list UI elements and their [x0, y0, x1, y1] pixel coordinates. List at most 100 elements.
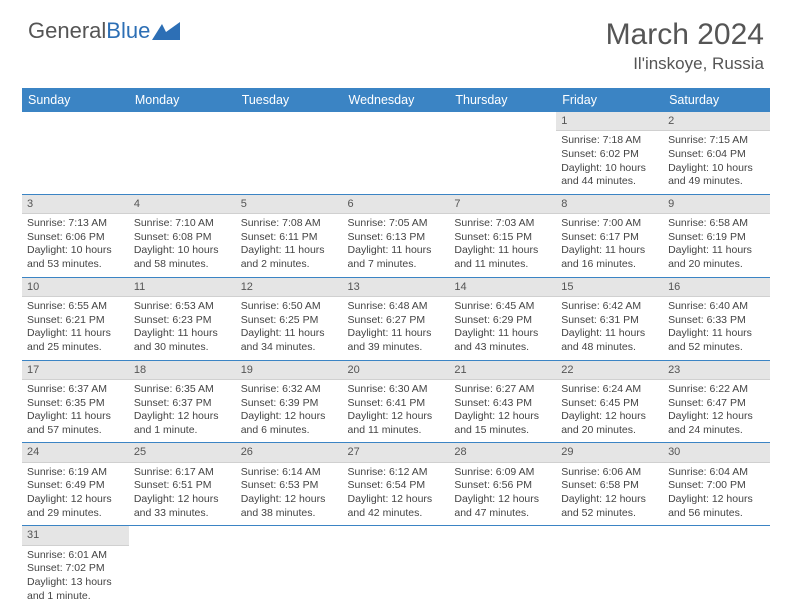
day-number: 25 — [129, 443, 236, 462]
sunset-text: Sunset: 6:41 PM — [348, 397, 445, 411]
calendar-cell — [449, 112, 556, 194]
sunrise-text: Sunrise: 6:19 AM — [27, 466, 124, 480]
day-content: Sunrise: 6:01 AMSunset: 7:02 PMDaylight:… — [22, 546, 129, 609]
sunrise-text: Sunrise: 6:40 AM — [668, 300, 765, 314]
sunrise-text: Sunrise: 6:37 AM — [27, 383, 124, 397]
calendar-cell — [343, 526, 450, 608]
sunrise-text: Sunrise: 6:27 AM — [454, 383, 551, 397]
day-number: 27 — [343, 443, 450, 462]
day-content: Sunrise: 6:37 AMSunset: 6:35 PMDaylight:… — [22, 380, 129, 443]
day-content: Sunrise: 7:03 AMSunset: 6:15 PMDaylight:… — [449, 214, 556, 277]
calendar-cell: 2Sunrise: 7:15 AMSunset: 6:04 PMDaylight… — [663, 112, 770, 194]
day-content: Sunrise: 6:35 AMSunset: 6:37 PMDaylight:… — [129, 380, 236, 443]
calendar-cell: 10Sunrise: 6:55 AMSunset: 6:21 PMDayligh… — [22, 277, 129, 360]
day-content: Sunrise: 7:05 AMSunset: 6:13 PMDaylight:… — [343, 214, 450, 277]
logo-flag-icon — [152, 22, 180, 40]
day-number: 17 — [22, 361, 129, 380]
sunset-text: Sunset: 6:56 PM — [454, 479, 551, 493]
day-number: 26 — [236, 443, 343, 462]
day-number: 29 — [556, 443, 663, 462]
calendar-cell: 25Sunrise: 6:17 AMSunset: 6:51 PMDayligh… — [129, 443, 236, 526]
sunset-text: Sunset: 6:19 PM — [668, 231, 765, 245]
day-number: 20 — [343, 361, 450, 380]
sunset-text: Sunset: 6:21 PM — [27, 314, 124, 328]
calendar-cell: 30Sunrise: 6:04 AMSunset: 7:00 PMDayligh… — [663, 443, 770, 526]
day-number: 21 — [449, 361, 556, 380]
day-content: Sunrise: 6:12 AMSunset: 6:54 PMDaylight:… — [343, 463, 450, 526]
day-content: Sunrise: 6:53 AMSunset: 6:23 PMDaylight:… — [129, 297, 236, 360]
calendar-cell — [22, 112, 129, 194]
calendar-cell: 6Sunrise: 7:05 AMSunset: 6:13 PMDaylight… — [343, 194, 450, 277]
day-content: Sunrise: 6:40 AMSunset: 6:33 PMDaylight:… — [663, 297, 770, 360]
daylight-text: Daylight: 10 hours and 58 minutes. — [134, 244, 231, 271]
sunset-text: Sunset: 6:15 PM — [454, 231, 551, 245]
sunrise-text: Sunrise: 7:08 AM — [241, 217, 338, 231]
header: GeneralBlue March 2024 Il'inskoye, Russi… — [0, 0, 792, 82]
calendar-cell: 22Sunrise: 6:24 AMSunset: 6:45 PMDayligh… — [556, 360, 663, 443]
calendar-cell: 9Sunrise: 6:58 AMSunset: 6:19 PMDaylight… — [663, 194, 770, 277]
calendar-cell: 24Sunrise: 6:19 AMSunset: 6:49 PMDayligh… — [22, 443, 129, 526]
calendar-cell: 23Sunrise: 6:22 AMSunset: 6:47 PMDayligh… — [663, 360, 770, 443]
sunset-text: Sunset: 6:27 PM — [348, 314, 445, 328]
sunrise-text: Sunrise: 7:18 AM — [561, 134, 658, 148]
sunset-text: Sunset: 6:49 PM — [27, 479, 124, 493]
calendar-head: SundayMondayTuesdayWednesdayThursdayFrid… — [22, 88, 770, 112]
calendar-cell — [129, 526, 236, 608]
sunrise-text: Sunrise: 7:05 AM — [348, 217, 445, 231]
daylight-text: Daylight: 12 hours and 42 minutes. — [348, 493, 445, 520]
calendar-cell: 15Sunrise: 6:42 AMSunset: 6:31 PMDayligh… — [556, 277, 663, 360]
sunset-text: Sunset: 6:31 PM — [561, 314, 658, 328]
daylight-text: Daylight: 12 hours and 47 minutes. — [454, 493, 551, 520]
calendar-cell: 12Sunrise: 6:50 AMSunset: 6:25 PMDayligh… — [236, 277, 343, 360]
sunrise-text: Sunrise: 6:53 AM — [134, 300, 231, 314]
day-content: Sunrise: 7:18 AMSunset: 6:02 PMDaylight:… — [556, 131, 663, 194]
sunrise-text: Sunrise: 6:14 AM — [241, 466, 338, 480]
day-number: 11 — [129, 278, 236, 297]
calendar-cell: 21Sunrise: 6:27 AMSunset: 6:43 PMDayligh… — [449, 360, 556, 443]
sunrise-text: Sunrise: 6:01 AM — [27, 549, 124, 563]
calendar-cell: 26Sunrise: 6:14 AMSunset: 6:53 PMDayligh… — [236, 443, 343, 526]
calendar-table: SundayMondayTuesdayWednesdayThursdayFrid… — [22, 88, 770, 608]
day-content: Sunrise: 7:13 AMSunset: 6:06 PMDaylight:… — [22, 214, 129, 277]
sunrise-text: Sunrise: 6:17 AM — [134, 466, 231, 480]
day-content: Sunrise: 6:42 AMSunset: 6:31 PMDaylight:… — [556, 297, 663, 360]
calendar-cell: 28Sunrise: 6:09 AMSunset: 6:56 PMDayligh… — [449, 443, 556, 526]
day-number: 23 — [663, 361, 770, 380]
calendar-cell: 29Sunrise: 6:06 AMSunset: 6:58 PMDayligh… — [556, 443, 663, 526]
daylight-text: Daylight: 12 hours and 11 minutes. — [348, 410, 445, 437]
sunrise-text: Sunrise: 6:48 AM — [348, 300, 445, 314]
sunrise-text: Sunrise: 7:10 AM — [134, 217, 231, 231]
daylight-text: Daylight: 12 hours and 29 minutes. — [27, 493, 124, 520]
logo-text-1: General — [28, 18, 106, 44]
day-number: 5 — [236, 195, 343, 214]
calendar-cell: 13Sunrise: 6:48 AMSunset: 6:27 PMDayligh… — [343, 277, 450, 360]
daylight-text: Daylight: 12 hours and 6 minutes. — [241, 410, 338, 437]
daylight-text: Daylight: 11 hours and 43 minutes. — [454, 327, 551, 354]
weekday-header: Friday — [556, 88, 663, 112]
sunset-text: Sunset: 6:08 PM — [134, 231, 231, 245]
sunrise-text: Sunrise: 6:55 AM — [27, 300, 124, 314]
day-content: Sunrise: 7:08 AMSunset: 6:11 PMDaylight:… — [236, 214, 343, 277]
calendar-cell — [236, 526, 343, 608]
sunset-text: Sunset: 6:51 PM — [134, 479, 231, 493]
calendar-cell: 3Sunrise: 7:13 AMSunset: 6:06 PMDaylight… — [22, 194, 129, 277]
day-content: Sunrise: 6:27 AMSunset: 6:43 PMDaylight:… — [449, 380, 556, 443]
day-content: Sunrise: 6:58 AMSunset: 6:19 PMDaylight:… — [663, 214, 770, 277]
sunset-text: Sunset: 6:58 PM — [561, 479, 658, 493]
daylight-text: Daylight: 11 hours and 30 minutes. — [134, 327, 231, 354]
sunset-text: Sunset: 6:06 PM — [27, 231, 124, 245]
sunset-text: Sunset: 6:11 PM — [241, 231, 338, 245]
day-content: Sunrise: 6:04 AMSunset: 7:00 PMDaylight:… — [663, 463, 770, 526]
sunrise-text: Sunrise: 6:04 AM — [668, 466, 765, 480]
day-content: Sunrise: 7:10 AMSunset: 6:08 PMDaylight:… — [129, 214, 236, 277]
daylight-text: Daylight: 12 hours and 38 minutes. — [241, 493, 338, 520]
daylight-text: Daylight: 11 hours and 25 minutes. — [27, 327, 124, 354]
calendar-cell: 20Sunrise: 6:30 AMSunset: 6:41 PMDayligh… — [343, 360, 450, 443]
calendar-cell — [663, 526, 770, 608]
daylight-text: Daylight: 12 hours and 20 minutes. — [561, 410, 658, 437]
calendar-body: 1Sunrise: 7:18 AMSunset: 6:02 PMDaylight… — [22, 112, 770, 608]
daylight-text: Daylight: 12 hours and 24 minutes. — [668, 410, 765, 437]
weekday-header: Tuesday — [236, 88, 343, 112]
daylight-text: Daylight: 11 hours and 39 minutes. — [348, 327, 445, 354]
calendar-cell: 14Sunrise: 6:45 AMSunset: 6:29 PMDayligh… — [449, 277, 556, 360]
